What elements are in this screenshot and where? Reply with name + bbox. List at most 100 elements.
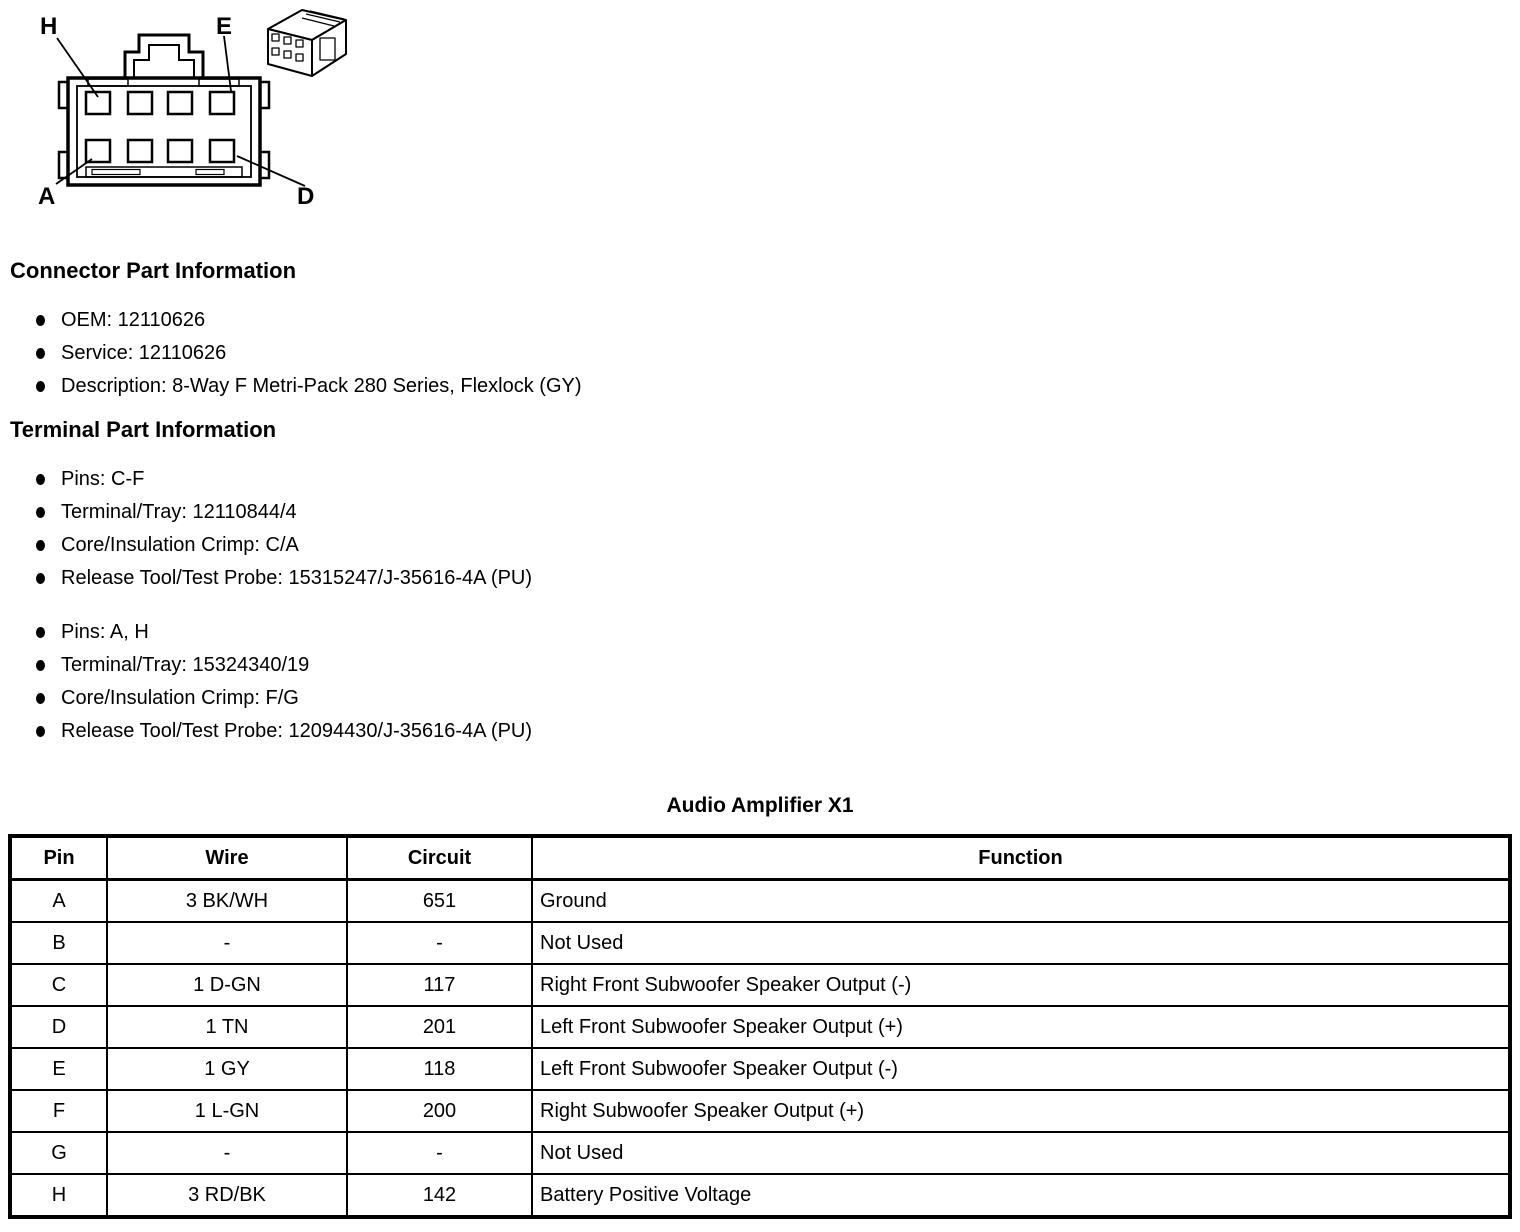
table-row: H 3 RD/BK 142 Battery Positive Voltage (9, 1173, 1511, 1218)
circuit-cell: 651 (346, 878, 533, 923)
pin-cell: A (9, 878, 108, 923)
wire-cell: 1 D-GN (106, 963, 348, 1007)
wire-cell: 1 L-GN (106, 1089, 348, 1133)
wire-cell: - (106, 921, 348, 965)
circuit-cell: - (346, 1131, 533, 1175)
pin-cell: C (9, 963, 108, 1007)
leader-line-e (223, 35, 232, 92)
bullet-icon (36, 315, 45, 326)
function-cell: Right Front Subwoofer Speaker Output (-) (531, 963, 1511, 1007)
list-item-text: Core/Insulation Crimp: F/G (61, 687, 299, 709)
bullet-icon (36, 726, 45, 737)
table-row: D 1 TN 201 Left Front Subwoofer Speaker … (9, 1005, 1511, 1049)
connector-isometric-thumbnail (267, 9, 347, 77)
connector-body-inner (76, 85, 252, 178)
function-cell: Right Subwoofer Speaker Output (+) (531, 1089, 1511, 1133)
pin-cell: D (9, 1005, 108, 1049)
table-row: A 3 BK/WH 651 Ground (9, 878, 1511, 923)
bullet-icon (36, 507, 45, 518)
wire-cell: 1 GY (106, 1047, 348, 1091)
list-item-text: OEM: 12110626 (61, 309, 206, 331)
bullet-icon (36, 660, 45, 671)
circuit-cell: 118 (346, 1047, 533, 1091)
table-header-row: Pin Wire Circuit Function (9, 835, 1511, 881)
wire-cell: - (106, 1131, 348, 1175)
list-item: Release Tool/Test Probe: 15315247/J-3561… (36, 562, 1520, 595)
list-item: OEM: 12110626 (36, 304, 1520, 337)
list-item: Terminal/Tray: 12110844/4 (36, 496, 1520, 529)
pin-cavity-e (208, 90, 236, 116)
column-header-wire: Wire (106, 835, 348, 881)
function-cell: Ground (531, 878, 1511, 923)
bullet-icon (36, 348, 45, 359)
pin-cell: E (9, 1047, 108, 1091)
list-item-text: Release Tool/Test Probe: 15315247/J-3561… (61, 567, 533, 589)
list-item: Terminal/Tray: 15324340/19 (36, 649, 1520, 682)
latch-outline (123, 33, 205, 78)
connector-info-heading: Connector Part Information (10, 258, 297, 283)
latch-inner (133, 44, 195, 78)
pin-label-d: D (297, 183, 314, 210)
list-item-text: Core/Insulation Crimp: C/A (61, 534, 299, 556)
terminal-info-heading: Terminal Part Information (10, 417, 277, 442)
pin-cavity-c (166, 138, 194, 164)
function-cell: Not Used (531, 921, 1511, 965)
circuit-cell: 201 (346, 1005, 533, 1049)
leader-line-a (55, 158, 93, 185)
circuit-cell: 117 (346, 963, 533, 1007)
bullet-icon (36, 540, 45, 551)
pin-cavity-d (208, 138, 236, 164)
pinout-table: Pin Wire Circuit Function A 3 BK/WH 651 … (8, 834, 1512, 1219)
list-item-text: Description: 8-Way F Metri-Pack 280 Seri… (61, 375, 582, 397)
pin-cavity-b (126, 138, 154, 164)
pin-cell: F (9, 1089, 108, 1133)
pin-label-e: E (216, 13, 232, 40)
terminal-info-list-group1: Pins: C-F Terminal/Tray: 12110844/4 Core… (0, 463, 1520, 595)
list-item: Description: 8-Way F Metri-Pack 280 Seri… (36, 370, 1520, 403)
connector-diagram: H E A D (38, 9, 347, 210)
list-item: Service: 12110626 (36, 337, 1520, 370)
list-item-text: Release Tool/Test Probe: 12094430/J-3561… (61, 720, 533, 742)
circuit-cell: 142 (346, 1173, 533, 1218)
column-header-pin: Pin (9, 835, 108, 881)
table-row: B - - Not Used (9, 921, 1511, 965)
connector-body (66, 76, 262, 187)
pin-cavity-h (84, 90, 112, 116)
connector-diagram-area: H E A D (0, 0, 1520, 232)
bullet-icon (36, 573, 45, 584)
table-row: F 1 L-GN 200 Right Subwoofer Speaker Out… (9, 1089, 1511, 1133)
list-item-text: Pins: A, H (61, 621, 149, 643)
bullet-icon (36, 627, 45, 638)
circuit-cell: - (346, 921, 533, 965)
list-item-text: Service: 12110626 (61, 342, 227, 364)
leader-line-h (56, 37, 99, 98)
list-item-text: Terminal/Tray: 12110844/4 (61, 501, 297, 523)
list-item: Pins: C-F (36, 463, 1520, 496)
pin-label-a: A (38, 183, 55, 210)
list-item: Pins: A, H (36, 616, 1520, 649)
connector-info-list: OEM: 12110626 Service: 12110626 Descript… (0, 304, 1520, 403)
list-item: Core/Insulation Crimp: C/A (36, 529, 1520, 562)
terminal-info-list-group2: Pins: A, H Terminal/Tray: 15324340/19 Co… (0, 616, 1520, 748)
pin-label-h: H (40, 13, 57, 40)
pin-cavity-a (84, 138, 112, 164)
column-header-function: Function (531, 835, 1511, 881)
list-item: Core/Insulation Crimp: F/G (36, 682, 1520, 715)
wire-cell: 1 TN (106, 1005, 348, 1049)
list-item-text: Terminal/Tray: 15324340/19 (61, 654, 310, 676)
column-header-circuit: Circuit (346, 835, 533, 881)
wire-cell: 3 RD/BK (106, 1173, 348, 1218)
circuit-cell: 200 (346, 1089, 533, 1133)
pin-cell: H (9, 1173, 108, 1218)
function-cell: Left Front Subwoofer Speaker Output (-) (531, 1047, 1511, 1091)
wire-cell: 3 BK/WH (106, 878, 348, 923)
bullet-icon (36, 693, 45, 704)
table-row: G - - Not Used (9, 1131, 1511, 1175)
bullet-icon (36, 474, 45, 485)
pin-cavity-f (166, 90, 194, 116)
table-row: C 1 D-GN 117 Right Front Subwoofer Speak… (9, 963, 1511, 1007)
list-item: Release Tool/Test Probe: 12094430/J-3561… (36, 715, 1520, 748)
function-cell: Battery Positive Voltage (531, 1173, 1511, 1218)
bullet-icon (36, 381, 45, 392)
leader-line-d (236, 155, 306, 187)
